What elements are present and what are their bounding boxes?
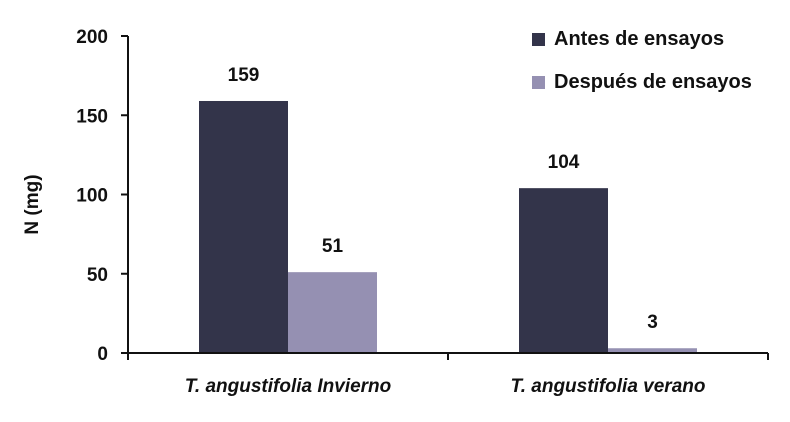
legend-label: Antes de ensayos	[554, 28, 724, 50]
x-category-label: T. angustifolia verano	[511, 376, 706, 397]
data-labels-group: 159 51 104 3	[228, 65, 658, 333]
category-labels-group: T. angustifolia Invierno T. angustifolia …	[185, 376, 706, 397]
legend-swatch	[532, 33, 545, 46]
data-label: 159	[228, 65, 260, 86]
bar	[199, 100, 288, 353]
y-ticks-group: 0 50 100 150 200	[76, 27, 128, 365]
legend: Antes de ensayos Después de ensayos	[532, 28, 752, 93]
data-label: 104	[548, 152, 580, 173]
y-tick-label: 50	[87, 265, 108, 286]
bar	[288, 272, 377, 353]
y-tick-label: 150	[76, 106, 108, 127]
x-category-label: T. angustifolia Invierno	[185, 376, 392, 397]
y-tick-label: 0	[97, 344, 108, 365]
y-tick-label: 100	[76, 186, 108, 207]
legend-swatch	[532, 76, 545, 89]
x-ticks-group	[127, 353, 769, 360]
data-label: 3	[647, 312, 658, 333]
bar	[519, 188, 608, 353]
data-label: 51	[322, 236, 344, 257]
bar	[608, 348, 697, 353]
y-tick-label: 200	[76, 27, 108, 48]
bars-group	[199, 100, 697, 353]
y-axis-title: N (mg)	[22, 174, 43, 234]
legend-label: Después de ensayos	[554, 71, 752, 93]
